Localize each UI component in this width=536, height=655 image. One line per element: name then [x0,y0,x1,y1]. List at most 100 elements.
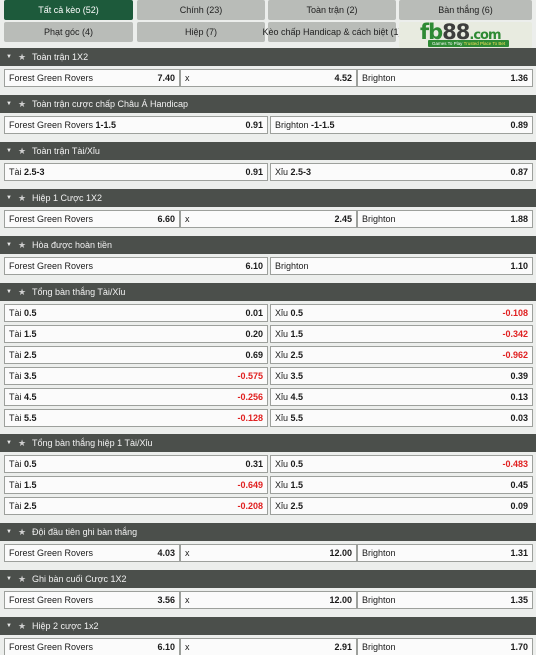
odds-cell[interactable]: x 2.45 [180,210,357,228]
selection-name: x [185,214,190,224]
star-icon[interactable]: ★ [17,192,27,203]
star-icon[interactable]: ★ [17,620,27,631]
star-icon[interactable]: ★ [17,98,27,109]
odds-value: -0.208 [237,501,263,511]
selection-label: Tài 2.5 [9,350,245,360]
tab-goals[interactable]: Bàn thắng (6) [399,0,532,20]
odds-row: Forest Green Rovers 6.10 x 2.91 Brighton 1.70 [0,638,536,655]
market-section: ▼ ★ Hiệp 1 Cược 1X2 Forest Green Rovers 6.60… [0,189,536,231]
section-header[interactable]: ▼ ★ Toàn trận cược chấp Châu Á Handicap [0,95,536,113]
odds-cell[interactable]: Tài 2.5 0.69 [4,346,268,364]
odds-value: 0.39 [510,371,528,381]
odds-cell[interactable]: Xỉu 0.5 -0.108 [270,304,533,322]
odds-cell[interactable]: Brighton 1.88 [357,210,533,228]
odds-cell[interactable]: Xỉu 2.5-3 0.87 [270,163,533,181]
odds-cell[interactable]: Brighton 1.35 [357,591,533,609]
section-header[interactable]: ▼ ★ Ghi bàn cuối Cược 1X2 [0,570,536,588]
odds-cell[interactable]: Xỉu 5.5 0.03 [270,409,533,427]
section-header[interactable]: ▼ ★ Hiệp 1 Cược 1X2 [0,189,536,207]
odds-cell[interactable]: Forest Green Rovers 4.03 [4,544,180,562]
tab-halves[interactable]: Hiệp (7) [137,22,265,42]
odds-cell[interactable]: Brighton 1.10 [270,257,533,275]
market-section: ▼ ★ Hiệp 2 cược 1x2 Forest Green Rovers 6.10… [0,617,536,655]
star-icon[interactable]: ★ [17,286,27,297]
odds-cell[interactable]: Brighton 1.31 [357,544,533,562]
odds-cell[interactable]: Tài 4.5 -0.256 [4,388,268,406]
odds-cell[interactable]: Brighton -1-1.5 0.89 [270,116,533,134]
star-icon[interactable]: ★ [17,437,27,448]
odds-cell[interactable]: Forest Green Rovers 6.60 [4,210,180,228]
section-title: Ghi bàn cuối Cược 1X2 [32,574,127,584]
odds-cell[interactable]: Forest Green Rovers 6.10 [4,638,180,655]
tab-all-markets[interactable]: Tất cả kèo (52) [4,0,133,20]
caret-down-icon[interactable]: ▼ [6,623,12,629]
caret-down-icon[interactable]: ▼ [6,195,12,201]
odds-cell[interactable]: x 4.52 [180,69,357,87]
odds-cell[interactable]: x 2.91 [180,638,357,655]
section-header[interactable]: ▼ ★ Tổng bàn thắng hiệp 1 Tài/Xỉu [0,434,536,452]
odds-cell[interactable]: Tài 2.5 -0.208 [4,497,268,515]
tab-handicap[interactable]: Kèo chấp Handicap & cách biệt (1) [262,22,402,42]
odds-cell[interactable]: x 12.00 [180,591,357,609]
odds-cell[interactable]: Xỉu 1.5 0.45 [270,476,533,494]
star-icon[interactable]: ★ [17,145,27,156]
star-icon[interactable]: ★ [17,51,27,62]
tab-main[interactable]: Chính (23) [137,0,265,20]
tab-label: Chính (23) [179,5,223,15]
odds-cell[interactable]: Brighton 1.36 [357,69,533,87]
selection-name: Forest Green Rovers [9,548,94,558]
section-header[interactable]: ▼ ★ Hòa được hoàn tiền [0,236,536,254]
odds-cell[interactable]: Tài 0.5 0.31 [4,455,268,473]
section-header[interactable]: ▼ ★ Tổng bàn thắng Tài/Xỉu [0,283,536,301]
tab-corners[interactable]: Phạt góc (4) [4,22,133,42]
selection-name: Xỉu [275,413,289,423]
odds-cell[interactable]: Xỉu 3.5 0.39 [270,367,533,385]
selection-label: Tài 3.5 [9,371,237,381]
odds-cell[interactable]: Xỉu 0.5 -0.483 [270,455,533,473]
section-header[interactable]: ▼ ★ Đội đầu tiên ghi bàn thắng [0,523,536,541]
tab-full-time[interactable]: Toàn trận (2) [268,0,396,20]
selection-label: Xỉu 0.5 [275,459,502,469]
odds-value: -0.108 [502,308,528,318]
odds-cell[interactable]: Tài 5.5 -0.128 [4,409,268,427]
odds-cell[interactable]: Xỉu 2.5 -0.962 [270,346,533,364]
section-header[interactable]: ▼ ★ Toàn trận Tài/Xỉu [0,142,536,160]
odds-cell[interactable]: Forest Green Rovers 7.40 [4,69,180,87]
section-header[interactable]: ▼ ★ Hiệp 2 cược 1x2 [0,617,536,635]
section-header[interactable]: ▼ ★ Toàn trận 1X2 [0,48,536,66]
caret-down-icon[interactable]: ▼ [6,576,12,582]
odds-cell[interactable]: Tài 1.5 -0.649 [4,476,268,494]
selection-name: x [185,595,190,605]
selection-label: Tài 1.5 [9,480,237,490]
odds-cell[interactable]: Tài 0.5 0.01 [4,304,268,322]
caret-down-icon[interactable]: ▼ [6,440,12,446]
caret-down-icon[interactable]: ▼ [6,289,12,295]
odds-value: 1.10 [510,261,528,271]
odds-cell[interactable]: Forest Green Rovers 6.10 [4,257,268,275]
caret-down-icon[interactable]: ▼ [6,529,12,535]
star-icon[interactable]: ★ [17,239,27,250]
caret-down-icon[interactable]: ▼ [6,54,12,60]
selection-label: Forest Green Rovers [9,261,245,271]
odds-cell[interactable]: Forest Green Rovers 3.56 [4,591,180,609]
caret-down-icon[interactable]: ▼ [6,242,12,248]
odds-cell[interactable]: Xỉu 4.5 0.13 [270,388,533,406]
logo-wordmark: fb88.com [420,22,502,44]
odds-value: 0.87 [510,167,528,177]
odds-cell[interactable]: Tài 1.5 0.20 [4,325,268,343]
odds-cell[interactable]: Forest Green Rovers 1-1.5 0.91 [4,116,268,134]
odds-cell[interactable]: Xỉu 1.5 -0.342 [270,325,533,343]
caret-down-icon[interactable]: ▼ [6,101,12,107]
selection-name: Forest Green Rovers [9,642,94,652]
odds-cell[interactable]: Brighton 1.70 [357,638,533,655]
odds-cell[interactable]: Tài 3.5 -0.575 [4,367,268,385]
odds-cell[interactable]: x 12.00 [180,544,357,562]
selection-label: Xỉu 2.5 [275,350,502,360]
star-icon[interactable]: ★ [17,573,27,584]
star-icon[interactable]: ★ [17,526,27,537]
caret-down-icon[interactable]: ▼ [6,148,12,154]
odds-value: 1.35 [510,595,528,605]
odds-cell[interactable]: Tài 2.5-3 0.91 [4,163,268,181]
selection-label: Forest Green Rovers 1-1.5 [9,120,245,130]
odds-cell[interactable]: Xỉu 2.5 0.09 [270,497,533,515]
